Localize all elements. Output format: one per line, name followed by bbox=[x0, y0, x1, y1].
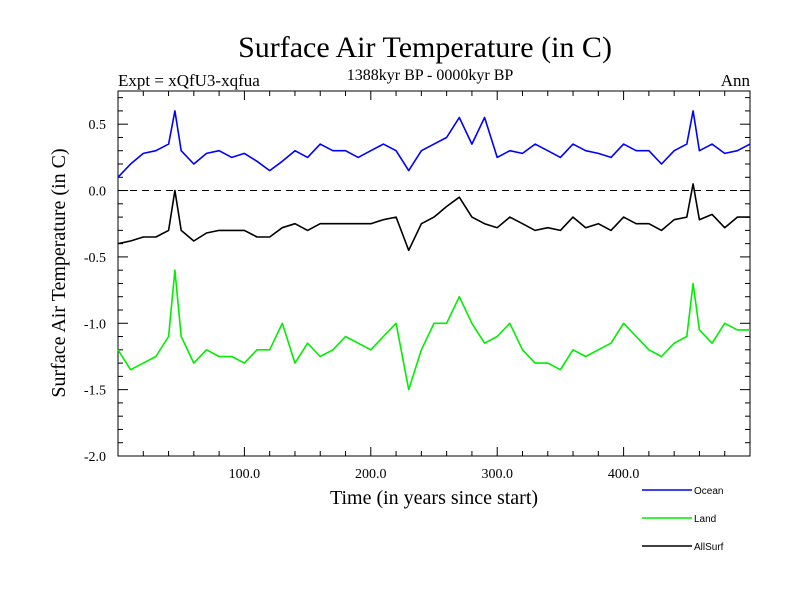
legend-label: Land bbox=[694, 514, 716, 525]
y-tick-label: -2.0 bbox=[84, 450, 106, 465]
x-tick-label: 300.0 bbox=[481, 467, 513, 482]
y-tick-label: -1.5 bbox=[84, 384, 106, 399]
series-line-land bbox=[117, 269, 750, 391]
chart-subtitle-center: 1388kyr BP - 0000kyr BP bbox=[347, 67, 514, 84]
plot-frame bbox=[117, 90, 751, 457]
legend-label: AllSurf bbox=[694, 542, 724, 553]
y-axis-label: Surface Air Temperature (in C) bbox=[48, 148, 70, 397]
y-axis-ticks: 0.5 0.0 -0.5 -1.0 -1.5 -2.0 bbox=[84, 97, 750, 465]
y-tick-label: -0.5 bbox=[84, 251, 106, 266]
chart-subtitle-left: Expt = xQfU3-xqfua bbox=[118, 71, 260, 90]
x-axis-ticks: 100.0 200.0 300.0 400.0 bbox=[142, 91, 726, 482]
x-tick-label: 400.0 bbox=[608, 467, 640, 482]
chart-title: Surface Air Temperature (in C) bbox=[238, 31, 612, 64]
legend-label: Ocean bbox=[694, 486, 723, 497]
legend: Ocean Land AllSurf bbox=[642, 486, 724, 553]
x-tick-label: 200.0 bbox=[355, 467, 387, 482]
series-line-allsurf bbox=[117, 183, 750, 252]
y-tick-label: 0.5 bbox=[89, 118, 107, 133]
y-tick-label: 0.0 bbox=[89, 185, 107, 200]
y-tick-label: -1.0 bbox=[84, 317, 106, 332]
series-line-ocean bbox=[117, 110, 751, 178]
x-tick-label: 100.0 bbox=[229, 467, 261, 482]
chart-subtitle-right: Ann bbox=[721, 71, 751, 90]
x-axis-label: Time (in years since start) bbox=[330, 487, 538, 509]
series-lines bbox=[117, 110, 751, 391]
